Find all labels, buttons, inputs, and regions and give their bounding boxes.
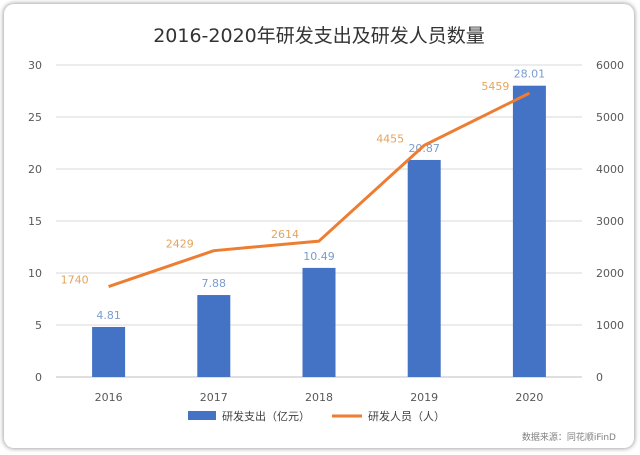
left-axis-ticks: 0 5 10 15 20 25 30 xyxy=(28,59,42,384)
legend-line-label: 研发人员（人） xyxy=(368,409,445,423)
right-axis-tick-label: 5000 xyxy=(596,111,624,124)
left-axis-tick-label: 20 xyxy=(28,163,42,176)
right-axis-tick-label: 1000 xyxy=(596,319,624,332)
legend: 研发支出（亿元） 研发人员（人） xyxy=(188,409,445,423)
line-value-label: 2614 xyxy=(271,228,299,241)
left-axis-tick-label: 5 xyxy=(35,319,42,332)
data-source-note: 数据来源：同花顺iFinD xyxy=(522,431,616,443)
bar xyxy=(512,85,546,378)
line-value-label: 4455 xyxy=(376,132,404,145)
legend-bar-label: 研发支出（亿元） xyxy=(222,409,310,423)
combo-chart: 2016-2020年研发支出及研发人员数量 0 5 10 15 20 25 30 0 1000… xyxy=(28,25,624,443)
bar-value-label: 10.49 xyxy=(303,250,335,263)
line-path xyxy=(108,91,531,288)
right-axis-tick-label: 0 xyxy=(596,371,603,384)
right-axis-ticks: 0 1000 2000 3000 4000 5000 6000 xyxy=(596,59,624,384)
left-axis-tick-label: 30 xyxy=(28,59,42,72)
line-value-label: 5459 xyxy=(481,80,509,93)
chart-frame: 2016-2020年研发支出及研发人员数量 0 5 10 15 20 25 30 0 1000… xyxy=(4,4,634,448)
bar xyxy=(302,267,336,377)
bar-value-label: 28.01 xyxy=(514,68,546,81)
line-value-label: 2429 xyxy=(166,238,194,251)
legend-bar-swatch xyxy=(188,411,216,420)
x-axis-tick-label: 2017 xyxy=(200,391,228,404)
x-axis-tick-label: 2019 xyxy=(410,391,438,404)
x-axis-tick-label: 2016 xyxy=(95,391,123,404)
right-axis-tick-label: 2000 xyxy=(596,267,624,280)
left-axis-tick-label: 0 xyxy=(35,371,42,384)
x-axis-tick-label: 2018 xyxy=(305,391,333,404)
left-axis-tick-label: 15 xyxy=(28,215,42,228)
line-value-label: 1740 xyxy=(61,274,89,287)
line-series: 1740 2429 2614 4455 5459 xyxy=(61,80,531,288)
bar xyxy=(197,295,231,377)
left-axis-tick-label: 10 xyxy=(28,267,42,280)
bar xyxy=(407,159,441,377)
bar-value-label: 4.81 xyxy=(96,309,121,322)
left-axis-tick-label: 25 xyxy=(28,111,42,124)
x-axis-tick-label: 2020 xyxy=(515,391,543,404)
right-axis-tick-label: 3000 xyxy=(596,215,624,228)
chart-title: 2016-2020年研发支出及研发人员数量 xyxy=(153,25,485,47)
bar xyxy=(92,326,126,377)
right-axis-tick-label: 4000 xyxy=(596,163,624,176)
bar-value-label: 7.88 xyxy=(202,277,227,290)
right-axis-tick-label: 6000 xyxy=(596,59,624,72)
x-axis-ticks: 2016 2017 2018 2019 2020 xyxy=(95,391,544,404)
